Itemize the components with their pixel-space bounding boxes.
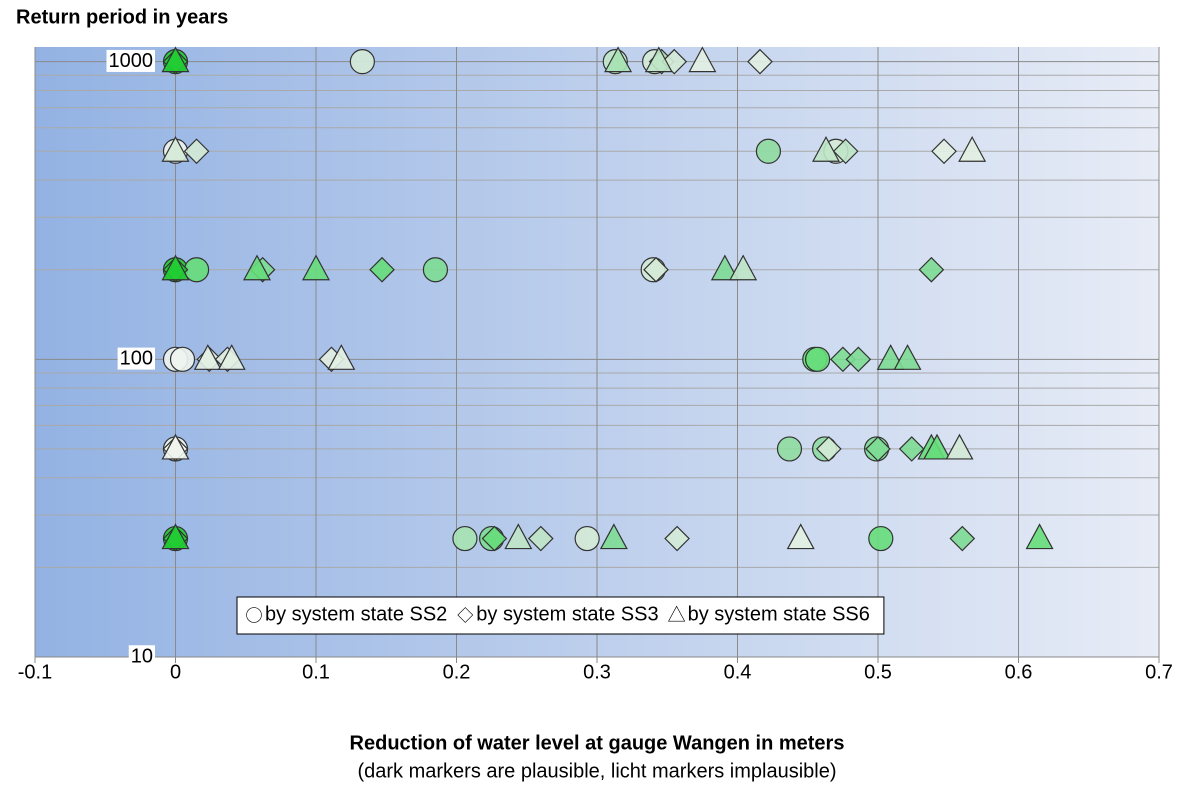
- y-tick-label: 10: [131, 645, 153, 667]
- marker: [327, 344, 356, 370]
- x-tick-label: 0.2: [443, 661, 471, 683]
- marker: [832, 138, 859, 165]
- y-tick-group: 1000: [106, 49, 155, 72]
- marker: [812, 136, 841, 162]
- marker: [1025, 523, 1054, 550]
- marker: [242, 254, 271, 281]
- marker: [923, 433, 952, 460]
- marker: [664, 525, 690, 552]
- marker: [661, 48, 688, 75]
- x-tick-label: 0.1: [302, 661, 330, 683]
- marker: [845, 346, 872, 373]
- marker: [527, 525, 554, 552]
- y-tick-label-bg: [106, 49, 155, 72]
- x-tick-label: 0.6: [1005, 661, 1033, 683]
- marker: [865, 436, 891, 462]
- marker: [931, 138, 957, 165]
- marker: [868, 525, 894, 552]
- chart-title: Return period in years: [16, 6, 228, 28]
- marker: [169, 346, 196, 372]
- marker: [369, 256, 395, 283]
- x-tick-label: 0: [170, 661, 181, 683]
- legend-marker: [668, 605, 686, 622]
- y-tick-group: 10: [128, 645, 155, 668]
- marker: [776, 436, 803, 462]
- marker: [217, 344, 246, 370]
- legend-marker: [457, 607, 474, 623]
- marker: [688, 46, 717, 73]
- marker: [161, 523, 190, 550]
- marker: [349, 49, 375, 75]
- x-tick-label: 0.7: [1145, 661, 1173, 683]
- marker: [193, 344, 222, 370]
- x-tick-label: 0.4: [724, 661, 752, 683]
- marker: [804, 346, 831, 372]
- marker: [755, 138, 782, 164]
- x-tick-label: 0.3: [583, 661, 611, 683]
- legend-box: [236, 596, 885, 635]
- x-axis-sublabel: (dark markers are plausible, licht marke…: [357, 760, 836, 782]
- y-tick-label: 1000: [109, 50, 154, 72]
- marker: [161, 46, 190, 73]
- x-tick-label: -0.1: [18, 661, 52, 683]
- marker: [161, 254, 190, 281]
- legend: by system state SS2 by system state SS3 by…: [236, 596, 885, 635]
- marker: [893, 344, 922, 370]
- marker: [481, 525, 508, 552]
- marker: [945, 433, 974, 460]
- marker: [604, 46, 633, 73]
- legend-label: by system state SS3: [476, 603, 658, 625]
- marker: [710, 254, 739, 281]
- marker: [815, 436, 842, 462]
- legend-label: by system state SS2: [265, 603, 447, 625]
- y-tick-group: 100: [117, 347, 155, 370]
- marker: [161, 136, 190, 162]
- marker: [643, 256, 669, 283]
- legend-label: by system state SS6: [688, 603, 870, 625]
- y-tick-label-bg: [128, 645, 155, 668]
- x-tick-label: 0.5: [864, 661, 892, 683]
- marker: [958, 136, 987, 162]
- marker: [183, 138, 210, 165]
- marker: [786, 523, 815, 550]
- marker: [644, 46, 673, 73]
- marker: [161, 433, 190, 460]
- marker: [504, 523, 533, 550]
- x-axis-label: Reduction of water level at gauge Wangen…: [350, 732, 845, 754]
- marker: [729, 254, 758, 281]
- y-tick-label-bg: [117, 347, 155, 370]
- marker: [574, 525, 600, 552]
- marker: [898, 436, 925, 462]
- marker: [422, 257, 449, 283]
- legend-marker: [246, 607, 262, 623]
- marker: [599, 523, 628, 550]
- marker: [949, 525, 976, 552]
- marker: [747, 48, 773, 75]
- marker: [301, 254, 331, 281]
- marker: [918, 256, 945, 283]
- marker: [452, 525, 478, 552]
- y-tick-label: 100: [120, 348, 153, 370]
